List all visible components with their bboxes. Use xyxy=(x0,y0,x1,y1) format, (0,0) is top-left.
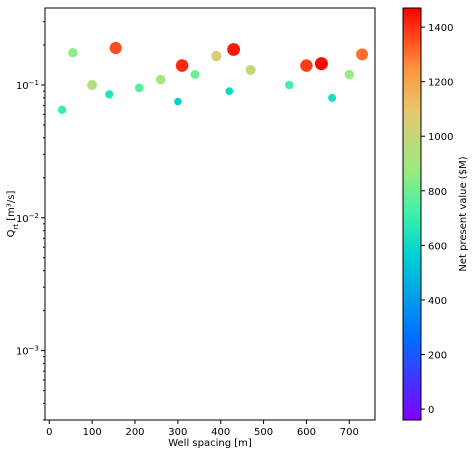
colorbar-label: Net present value ($M) xyxy=(458,156,469,271)
data-point xyxy=(134,83,144,93)
data-point xyxy=(68,48,78,58)
data-point xyxy=(105,90,114,99)
plot-area-frame xyxy=(44,7,376,421)
y-axis-label-main: Q xyxy=(6,229,17,237)
x-axis-ticks: 0 100 200 300 400 500 600 700 xyxy=(46,420,359,438)
colorbar-tick-label: 800 xyxy=(428,187,447,198)
y-tick-label: 10−2 xyxy=(16,212,39,225)
colorbar-tick-label: 600 xyxy=(428,241,447,252)
x-tick-label: 700 xyxy=(340,427,359,438)
data-point xyxy=(190,70,200,79)
colorbar-ticks: 0 200 400 600 800 1000 1200 1400 xyxy=(421,23,453,416)
data-point xyxy=(211,50,222,62)
x-tick-label: 400 xyxy=(211,427,230,438)
y-tick-label-base: 10 xyxy=(16,347,29,358)
y-axis-label: Qrt [m³/s] xyxy=(6,190,20,237)
data-point xyxy=(225,87,234,95)
x-tick-label: 200 xyxy=(125,427,144,438)
data-point xyxy=(175,59,189,72)
y-tick-label-exponent: −1 xyxy=(29,79,39,87)
data-point xyxy=(87,80,98,90)
data-point xyxy=(356,48,369,61)
y-axis-label-subscript: rt xyxy=(12,224,20,230)
data-point xyxy=(174,97,182,106)
data-point xyxy=(245,64,256,75)
y-axis-ticks: 10−310−210−1 xyxy=(16,21,45,421)
colorbar-tick-label: 1400 xyxy=(428,23,453,34)
y-tick-label-exponent: −3 xyxy=(29,345,39,353)
colorbar-tick-label: 1000 xyxy=(428,132,453,143)
colorbar xyxy=(402,7,422,421)
y-tick-label-exponent: −2 xyxy=(29,212,39,220)
x-axis-label: Well spacing [m] xyxy=(168,438,252,449)
colorbar-tick-label: 400 xyxy=(428,296,447,307)
y-tick-label: 10−1 xyxy=(16,79,39,92)
colorbar-tick-label: 0 xyxy=(428,405,434,416)
x-tick-label: 100 xyxy=(83,427,102,438)
y-axis-label-unit: [m³/s] xyxy=(6,190,17,223)
colorbar-tick-label: 200 xyxy=(428,351,447,362)
data-point xyxy=(285,80,294,90)
y-tick-label-base: 10 xyxy=(16,81,29,92)
x-tick-label: 0 xyxy=(46,427,52,438)
x-tick-label: 300 xyxy=(168,427,187,438)
data-point xyxy=(155,74,166,85)
data-point xyxy=(109,41,122,55)
data-point xyxy=(57,105,67,115)
data-point xyxy=(328,93,337,102)
x-tick-label: 600 xyxy=(297,427,316,438)
scatter-points xyxy=(57,41,369,115)
data-point xyxy=(300,59,313,72)
y-tick-label-base: 10 xyxy=(16,214,29,225)
data-point xyxy=(227,43,241,56)
data-point xyxy=(344,69,354,80)
data-point xyxy=(314,57,328,71)
y-tick-label: 10−3 xyxy=(16,345,39,358)
x-tick-label: 500 xyxy=(254,427,273,438)
colorbar-tick-label: 1200 xyxy=(428,78,453,89)
